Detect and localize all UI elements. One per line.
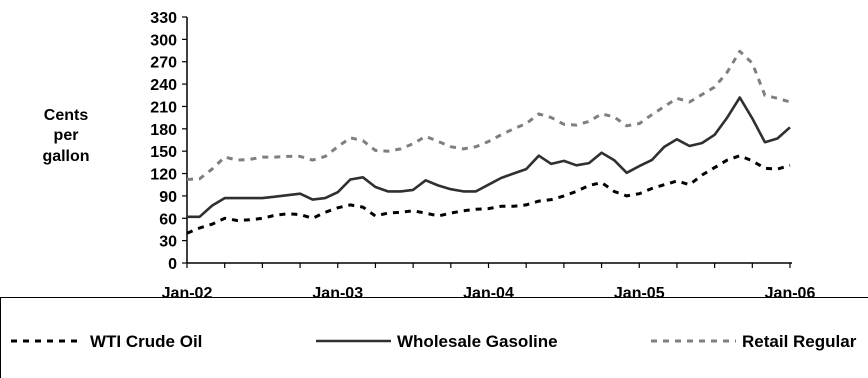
series-line-2 <box>186 49 791 181</box>
legend-items: WTI Crude Oil Wholesale Gasoline Retail Re… <box>11 332 857 351</box>
y-axis-title: Cents per gallon <box>30 106 102 167</box>
y-tick-label: 270 <box>150 55 177 72</box>
legend-label-2: Retail Regular <box>742 332 857 351</box>
series-line-1 <box>187 96 791 219</box>
y-tick-label: 90 <box>159 189 177 206</box>
series-line-0 <box>186 154 791 235</box>
y-tick-label: 180 <box>150 122 177 139</box>
y-tick-label: 30 <box>159 234 177 251</box>
y-tick-label: 240 <box>150 77 177 94</box>
y-tick-label: 0 <box>168 256 177 273</box>
y-axis-title-line: gallon <box>42 147 90 165</box>
y-tick-label: 60 <box>159 211 177 228</box>
y-tick-label: 330 <box>150 10 177 27</box>
y-axis-title-line: Cents <box>43 107 89 124</box>
legend: WTI Crude Oil Wholesale Gasoline Retail Re… <box>0 297 868 378</box>
y-tick-label: 210 <box>150 99 177 116</box>
y-tick-label: 120 <box>150 167 177 184</box>
y-tick-label: 150 <box>150 144 177 161</box>
y-axis-title-line: per <box>53 127 79 145</box>
legend-label-1: Wholesale Gasoline <box>397 332 558 351</box>
legend-label-0: WTI Crude Oil <box>90 332 202 351</box>
y-tick-label: 300 <box>150 32 177 49</box>
